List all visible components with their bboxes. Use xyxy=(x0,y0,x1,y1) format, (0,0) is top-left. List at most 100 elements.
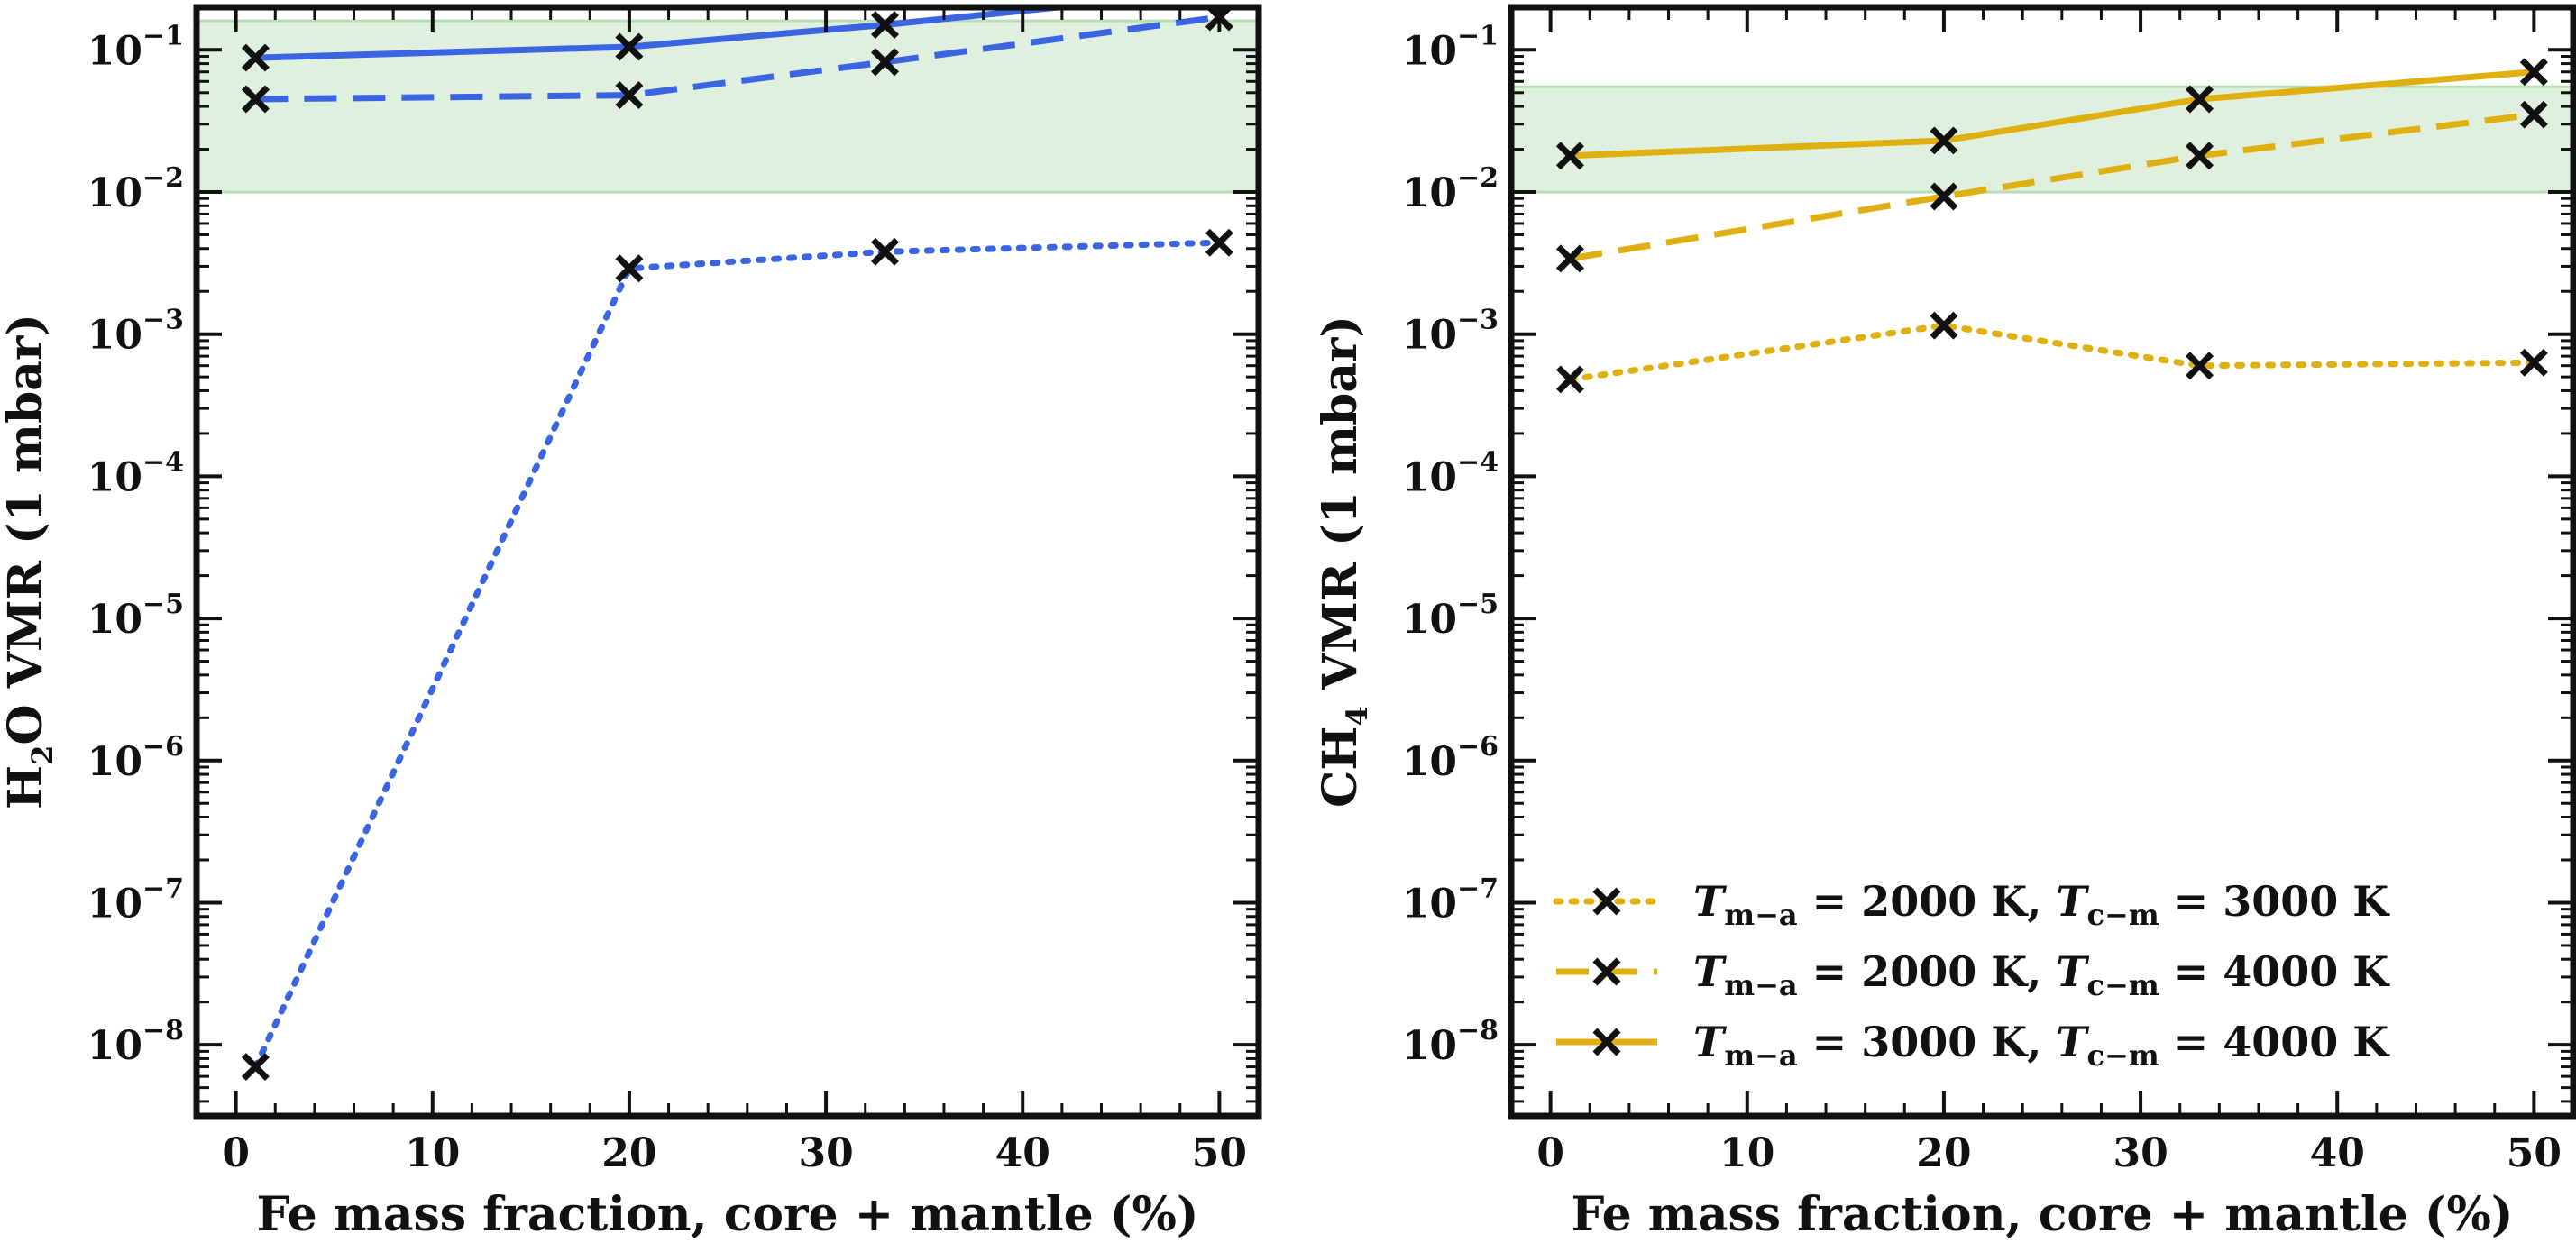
h2o-series-dotted-point-3 xyxy=(1205,228,1233,257)
legend-tcm: 3000 K xyxy=(2223,877,2390,926)
legend-tma: 2000 K xyxy=(1861,947,2029,996)
ch4-series-dashed-point-0 xyxy=(1555,244,1584,273)
h2o-marker-x xyxy=(615,254,644,283)
tick-base: 10 xyxy=(87,454,142,500)
h2o-series-dashed-point-0 xyxy=(241,85,270,114)
ch4-y-tick-label: 10−4 xyxy=(1402,446,1499,500)
ch4-marker-x xyxy=(2186,352,2214,380)
ylabel-pre: H xyxy=(0,765,53,809)
h2o-marker-x xyxy=(1205,228,1233,257)
ch4-marker-x xyxy=(2186,142,2214,170)
tick-base: 10 xyxy=(87,1023,142,1069)
legend-sub-ma: m−a xyxy=(1724,1038,1797,1073)
ch4-series-solid-line xyxy=(1570,69,2535,160)
ch4-panel: 10−110−210−310−410−510−610−710−80 10 20 30 4… xyxy=(1313,4,2576,1242)
legend-tcm: 4000 K xyxy=(2223,947,2390,996)
tick-base: 10 xyxy=(87,597,142,643)
h2o-x-tick-label: 30 xyxy=(798,1130,853,1176)
ch4-x-tick-label: 40 xyxy=(2310,1130,2365,1176)
h2o-x-tick-label: 0 xyxy=(222,1130,250,1176)
h2o-marker-x xyxy=(241,43,270,72)
h2o-series-dotted-line xyxy=(252,239,1223,1071)
tick-exponent: −3 xyxy=(1457,305,1499,336)
ch4-series-dashed-line xyxy=(1569,111,2535,262)
h2o-observed-band xyxy=(195,19,1260,194)
h2o-series-solid-point-0 xyxy=(241,43,270,72)
ylabel-sub: 4 xyxy=(1340,706,1374,726)
h2o-series-dotted-point-2 xyxy=(871,237,899,266)
ch4-series-solid-point-0 xyxy=(1555,142,1584,170)
ylabel-post: O VMR (1 mbar) xyxy=(0,314,53,745)
tick-base: 10 xyxy=(1402,739,1457,785)
ch4-marker-x xyxy=(1555,244,1584,273)
h2o-y-tick-label: 10−5 xyxy=(87,589,184,643)
legend-entry-dotted: Tm−a = 2000 K, Tc−m = 3000 K xyxy=(1553,877,2390,932)
legend-marker-x xyxy=(1592,1028,1621,1056)
h2o-series-dotted-point-0 xyxy=(241,1053,270,1082)
h2o-series-solid-point-1 xyxy=(615,32,644,61)
tick-exponent: −5 xyxy=(1457,589,1499,620)
legend-label: Tm−a = 2000 K, Tc−m = 3000 K xyxy=(1693,877,2390,932)
h2o-x-tick-label: 50 xyxy=(1192,1130,1247,1176)
ch4-marker-x xyxy=(2186,85,2214,114)
legend-entry-solid: Tm−a = 3000 K, Tc−m = 4000 K xyxy=(1556,1018,2390,1073)
tick-exponent: −8 xyxy=(142,1015,184,1046)
tick-exponent: −4 xyxy=(1457,446,1499,478)
ch4-y-tick-label: 10−2 xyxy=(1402,162,1499,216)
h2o-x-tick-label: 10 xyxy=(405,1130,460,1176)
h2o-axes-frame xyxy=(193,4,1262,1120)
tick-exponent: −7 xyxy=(1457,873,1499,904)
tick-base: 10 xyxy=(1402,597,1457,643)
ch4-marker-x xyxy=(1555,142,1584,170)
tick-exponent: −2 xyxy=(142,162,184,194)
h2o-y-tick-label: 10−6 xyxy=(87,731,184,785)
ch4-x-axis-label: Fe mass fraction, core + mantle (%) xyxy=(1572,1187,2514,1242)
ch4-y-tick-label: 10−1 xyxy=(1402,20,1499,74)
h2o-series-solid-point-3 xyxy=(1207,0,1231,3)
legend-tma: 3000 K xyxy=(1861,1018,2029,1066)
h2o-series-dotted-point-1 xyxy=(615,254,644,283)
ch4-series-dashed-point-3 xyxy=(2519,100,2548,129)
legend-label: Tm−a = 2000 K, Tc−m = 4000 K xyxy=(1693,947,2390,1002)
h2o-marker-x xyxy=(615,81,644,110)
ch4-series-dashed-point-2 xyxy=(2186,142,2214,170)
ch4-marker-x xyxy=(2519,348,2548,377)
tick-base: 10 xyxy=(87,313,142,359)
tick-exponent: −3 xyxy=(142,305,184,336)
h2o-series-solid-point-2 xyxy=(871,11,899,40)
ch4-marker-x xyxy=(1930,311,1958,340)
legend-sub-cm: c−m xyxy=(2087,968,2159,1002)
legend-symbol-t: T xyxy=(2056,1018,2090,1066)
legend-marker-x xyxy=(1592,887,1621,916)
legend-eq: = xyxy=(2159,947,2223,996)
ch4-y-tick-label: 10−8 xyxy=(1402,1015,1499,1069)
h2o-marker-x xyxy=(871,11,899,40)
ch4-x-tick-label: 50 xyxy=(2507,1130,2562,1176)
ch4-y-tick-label: 10−5 xyxy=(1402,589,1499,643)
h2o-y-tick-label: 10−2 xyxy=(87,162,184,216)
ch4-observed-band xyxy=(1509,85,2575,194)
ch4-marker-x xyxy=(1555,365,1584,394)
tick-base: 10 xyxy=(1402,313,1457,359)
tick-base: 10 xyxy=(1402,170,1457,216)
legend-symbol-t: T xyxy=(1693,947,1728,996)
legend-symbol-t: T xyxy=(1693,877,1728,926)
h2o-x-axis-label: Fe mass fraction, core + mantle (%) xyxy=(257,1187,1199,1242)
legend-eq: = xyxy=(1798,1018,1862,1066)
h2o-series-dashed-line xyxy=(255,14,1220,103)
legend-sub-cm: c−m xyxy=(2087,898,2159,932)
legend-eq: = xyxy=(1798,877,1862,926)
tick-exponent: −1 xyxy=(142,20,184,51)
h2o-panel: 10−110−210−310−410−510−610−710−80 10 20 30 4… xyxy=(0,0,1262,1242)
legend-symbol-t: T xyxy=(2056,877,2090,926)
ch4-y-tick-label: 10−7 xyxy=(1402,873,1499,927)
legend-sub-ma: m−a xyxy=(1724,968,1797,1002)
h2o-series-dashed-point-1 xyxy=(615,81,644,110)
h2o-y-axis-label: H2O VMR (1 mbar) xyxy=(0,314,60,809)
tick-base: 10 xyxy=(87,881,142,927)
legend-entry-dashed: Tm−a = 2000 K, Tc−m = 4000 K xyxy=(1556,947,2390,1002)
ch4-series-solid-point-1 xyxy=(1930,126,1958,155)
ch4-series-dotted-point-3 xyxy=(2519,348,2548,377)
ch4-series-dotted-point-0 xyxy=(1555,365,1584,394)
